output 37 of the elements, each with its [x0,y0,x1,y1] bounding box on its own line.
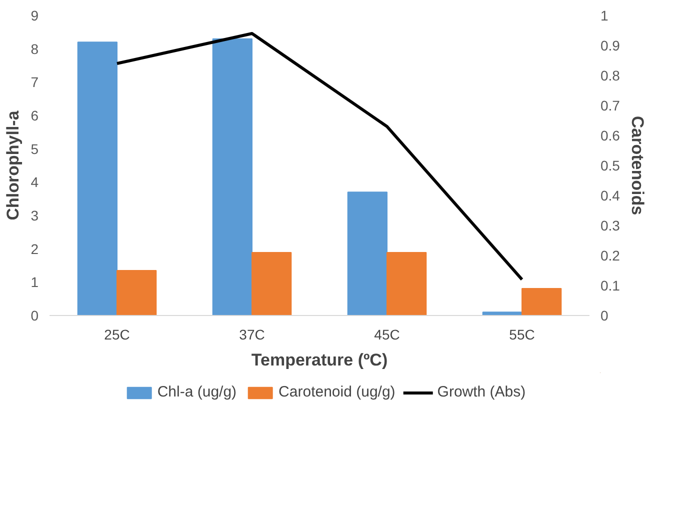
legend-label: Carotenoid (ug/g) [278,384,396,400]
line-series [116,32,524,281]
y-tick-label: 6 [30,108,39,124]
y-tick-label: 0 [30,308,39,324]
y-tick-label: 8 [30,40,39,57]
y-tick-label: 5 [30,140,39,157]
y2-tick-label: 0.5 [600,158,620,174]
x-tick-label: 45C [374,326,400,342]
bar [252,252,292,316]
x-tick-label: 37C [239,326,265,342]
legend-label: Growth (Abs) [437,384,526,400]
x-tick-label: 25C [104,326,130,342]
bar [212,38,252,316]
y-tick-label: 2 [30,240,39,257]
y2-tick-label: 0.9 [600,38,620,54]
x-tick-label: 55C [509,326,535,342]
y2-tick-label: 0.1 [600,278,620,294]
bar [522,288,562,316]
y2-tick-label: 0.3 [600,218,620,234]
y2-axis-title: Carotenoids [628,116,647,216]
y2-tick-label: 0.8 [600,68,620,84]
y2-tick-label: 0 [600,308,608,324]
y-tick-label: 9 [30,8,39,24]
bar [116,270,157,316]
y-tick-label: 1 [30,274,39,290]
y-tick-label: 7 [30,74,39,90]
legend-label: Chl-a (ug/g) [157,384,237,400]
y2-tick-label: 0.4 [600,188,620,204]
y2-tick-label: 0.6 [600,128,620,144]
y2-tick-label: 0.7 [600,98,620,114]
x-axis-title: Temperature (ºC) [251,350,388,370]
bar [77,42,118,316]
y-tick-label: 4 [30,174,39,190]
y2-tick-label: 1 [600,8,608,24]
y-axis-title: Chlorophyll-a [4,110,23,220]
y2-tick-label: 0.2 [600,248,620,264]
y-tick-label: 3 [30,208,39,224]
